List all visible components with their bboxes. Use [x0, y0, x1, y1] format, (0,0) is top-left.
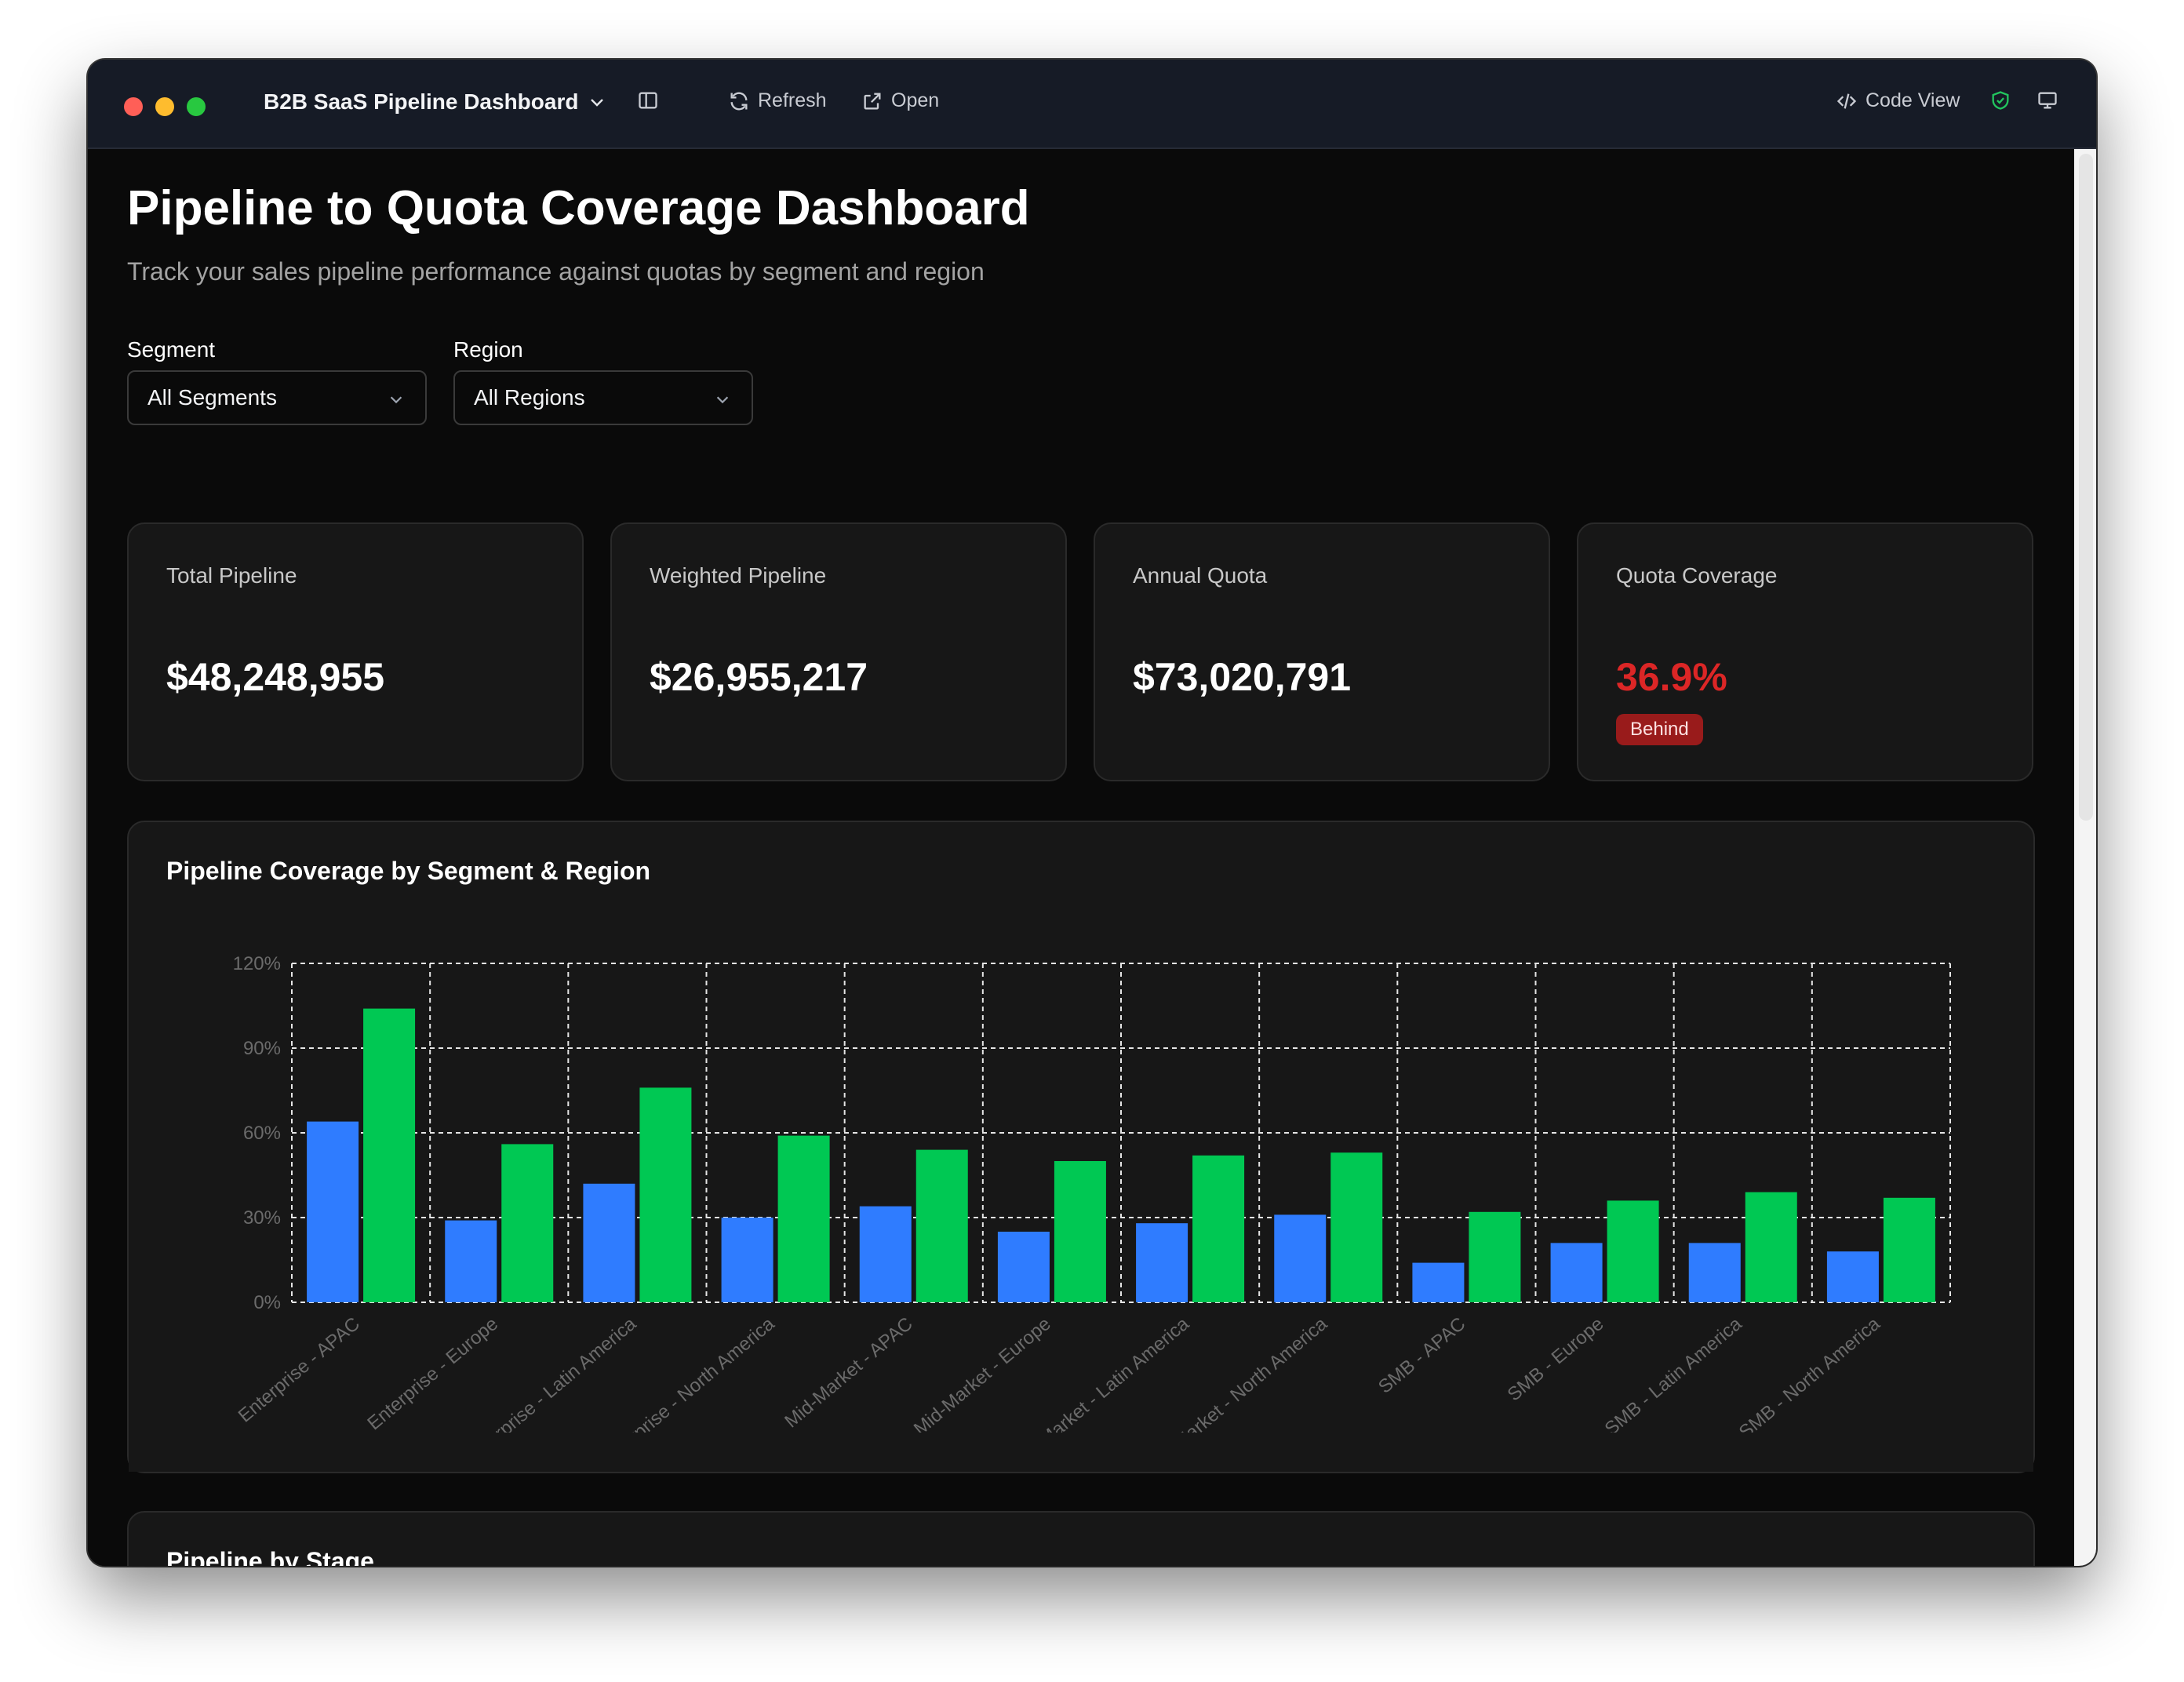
x-tick-label: Enterprise - APAC	[235, 1313, 364, 1427]
x-tick-label: SMB - North America	[1735, 1312, 1885, 1443]
chart-title: Pipeline Coverage by Segment & Region	[166, 857, 651, 885]
stage-panel: Pipeline by Stage	[127, 1511, 2035, 1566]
x-tick-label: SMB - APAC	[1374, 1313, 1469, 1398]
bar-series-a	[445, 1220, 497, 1302]
x-tick-label: Enterprise - Europe	[363, 1313, 502, 1434]
bar-series-a	[1274, 1214, 1327, 1302]
project-title: B2B SaaS Pipeline Dashboard	[264, 89, 579, 114]
kpi-value: $26,955,217	[650, 655, 868, 699]
y-tick-label: 90%	[243, 1038, 281, 1059]
sidebar-toggle-button[interactable]	[637, 89, 659, 111]
code-icon	[1836, 93, 1857, 109]
bar-series-b	[1192, 1155, 1245, 1302]
x-tick-label: SMB - Latin America	[1601, 1312, 1746, 1440]
bar-series-a	[1826, 1251, 1879, 1302]
chevron-down-icon	[716, 396, 729, 404]
region-select[interactable]: All Regions	[453, 370, 753, 425]
refresh-icon	[730, 92, 748, 110]
y-tick-label: 60%	[243, 1123, 281, 1144]
kpi-value: $48,248,955	[166, 655, 385, 699]
bar-series-b	[639, 1087, 692, 1302]
sidebar-icon	[639, 92, 657, 109]
bar-series-b	[501, 1144, 554, 1302]
project-title-dropdown[interactable]: B2B SaaS Pipeline Dashboard	[264, 89, 606, 115]
close-window-button[interactable]	[124, 97, 143, 116]
security-shield-button[interactable]	[1989, 89, 2011, 111]
bar-series-b	[1054, 1161, 1106, 1302]
kpi-card-annual-quota: Annual Quota $73,020,791	[1094, 522, 1550, 781]
bar-series-b	[1883, 1197, 1935, 1302]
coverage-chart-panel: Pipeline Coverage by Segment & Region 0%…	[127, 821, 2035, 1473]
minimize-window-button[interactable]	[155, 97, 174, 116]
kpi-card-quota-coverage: Quota Coverage 36.9% Behind	[1577, 522, 2033, 781]
refresh-button[interactable]: Refresh	[728, 89, 827, 112]
y-tick-label: 120%	[233, 953, 281, 974]
page-title: Pipeline to Quota Coverage Dashboard	[127, 181, 1030, 235]
status-badge: Behind	[1616, 714, 1703, 745]
bar-series-a	[1688, 1243, 1741, 1302]
x-tick-label: Mid-Market - APAC	[781, 1313, 916, 1433]
region-label: Region	[453, 337, 523, 362]
page-subtitle: Track your sales pipeline performance ag…	[127, 257, 985, 286]
title-bar: B2B SaaS Pipeline Dashboard Refresh Open…	[88, 60, 2096, 149]
bar-series-a	[583, 1183, 635, 1302]
kpi-title: Annual Quota	[1133, 563, 1268, 588]
code-view-button[interactable]: Code View	[1836, 89, 1960, 112]
bar-series-b	[363, 1008, 416, 1302]
bar-series-b	[1745, 1192, 1797, 1302]
kpi-value: 36.9%	[1616, 655, 1727, 699]
chevron-down-icon	[591, 99, 604, 107]
external-link-icon	[864, 93, 881, 109]
chevron-down-icon	[390, 396, 402, 404]
segment-select[interactable]: All Segments	[127, 370, 427, 425]
bar-series-a	[1412, 1262, 1465, 1302]
app-window: B2B SaaS Pipeline Dashboard Refresh Open…	[88, 60, 2096, 1566]
kpi-title: Quota Coverage	[1616, 563, 1778, 588]
shield-check-icon	[1992, 91, 2009, 110]
open-button[interactable]: Open	[861, 89, 939, 112]
device-preview-button[interactable]	[2037, 89, 2058, 111]
kpi-value: $73,020,791	[1133, 655, 1352, 699]
scrollbar-thumb[interactable]	[2079, 154, 2093, 821]
x-tick-label: Mid-Market - Europe	[910, 1313, 1055, 1440]
bar-series-b	[777, 1135, 830, 1302]
bar-series-a	[1550, 1243, 1603, 1302]
segment-select-value: All Segments	[147, 385, 277, 410]
y-tick-label: 30%	[243, 1207, 281, 1229]
bar-series-a	[721, 1218, 774, 1302]
bar-series-a	[1136, 1223, 1188, 1302]
segment-label: Segment	[127, 337, 216, 362]
kpi-card-weighted-pipeline: Weighted Pipeline $26,955,217	[610, 522, 1067, 781]
bar-series-a	[859, 1206, 912, 1302]
code-view-label: Code View	[1866, 89, 1960, 111]
kpi-title: Total Pipeline	[166, 563, 297, 588]
dashboard-content: Pipeline to Quota Coverage Dashboard Tra…	[88, 149, 2073, 1566]
kpi-card-total-pipeline: Total Pipeline $48,248,955	[127, 522, 584, 781]
bar-series-a	[307, 1121, 359, 1302]
bar-series-b	[1330, 1152, 1383, 1302]
bar-series-b	[915, 1149, 968, 1302]
bar-series-b	[1607, 1200, 1659, 1302]
bar-series-a	[997, 1232, 1050, 1302]
panel-title: Pipeline by Stage	[166, 1547, 374, 1566]
coverage-bar-chart: 0% 30% 60% 90% 120% Enterprise - APAC Enterpri…	[129, 953, 2033, 1472]
region-select-value: All Regions	[474, 385, 585, 410]
chart-label-clip	[129, 1433, 2033, 1472]
y-tick-label: 0%	[253, 1292, 281, 1313]
x-tick-label: SMB - Europe	[1504, 1313, 1608, 1406]
refresh-label: Refresh	[758, 89, 827, 111]
bar-series-b	[1469, 1211, 1521, 1302]
kpi-title: Weighted Pipeline	[650, 563, 827, 588]
monitor-icon	[2038, 92, 2057, 109]
open-label: Open	[891, 89, 940, 111]
maximize-window-button[interactable]	[187, 97, 206, 116]
